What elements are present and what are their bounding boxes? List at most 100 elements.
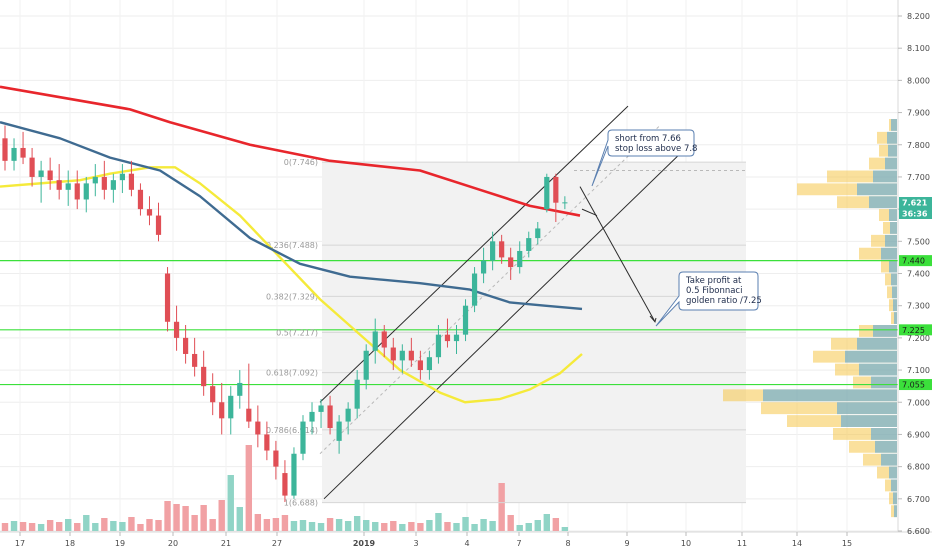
volume-bar bbox=[200, 505, 207, 531]
volume-profile-bar bbox=[889, 260, 897, 273]
volume-bar bbox=[462, 517, 469, 531]
candle-body bbox=[517, 250, 523, 268]
time-axis[interactable]: 17 18 19 20 21 27 2019 3 4 7 8 9 10 11 14 15 bbox=[15, 532, 852, 548]
candle-body bbox=[300, 421, 306, 454]
volume-profile-bar bbox=[894, 505, 897, 518]
price-tick-label: 7.700 bbox=[907, 173, 930, 182]
candle-body bbox=[381, 331, 387, 348]
candle-body bbox=[480, 260, 487, 274]
volume-bar bbox=[381, 523, 388, 531]
candle-body bbox=[146, 209, 153, 216]
candle-body bbox=[363, 350, 369, 380]
candle-body bbox=[29, 157, 35, 177]
volume-profile-bar bbox=[837, 196, 897, 209]
time-tick-label: 17 bbox=[15, 539, 25, 548]
horizontal-levels[interactable]: 7.440 7.225 7.055 bbox=[0, 255, 932, 391]
volume-bar bbox=[426, 520, 433, 531]
price-tick-label: 8.100 bbox=[907, 44, 930, 53]
candle-body bbox=[119, 173, 125, 181]
candle-body bbox=[173, 321, 180, 338]
volume-profile-bar bbox=[871, 376, 897, 389]
volume-bar bbox=[74, 523, 81, 531]
candle-body bbox=[83, 183, 89, 200]
volume-profile-bar bbox=[877, 466, 897, 479]
level-price-label: 7.055 bbox=[902, 381, 925, 390]
candle-body bbox=[11, 147, 17, 161]
moving-averages bbox=[0, 85, 583, 404]
annotation-line-2: stop loss above 7.8 bbox=[615, 144, 697, 154]
volume-bar bbox=[191, 515, 198, 531]
candle-body bbox=[372, 331, 378, 351]
fib-level-label: 0(7.746) bbox=[284, 158, 318, 167]
volume-profile-bar bbox=[869, 157, 897, 170]
level-price-label: 7.440 bbox=[902, 257, 925, 266]
volume-bar bbox=[110, 521, 117, 531]
candle-body bbox=[237, 382, 243, 396]
candle-body bbox=[110, 180, 116, 190]
candle-body bbox=[201, 366, 207, 387]
candle-body bbox=[435, 334, 442, 358]
volume-bar bbox=[534, 520, 541, 531]
volume-bar bbox=[498, 483, 505, 531]
volume-bar bbox=[417, 523, 424, 531]
candle-body bbox=[264, 434, 270, 451]
candle-body bbox=[183, 337, 189, 354]
last-price-badge-background bbox=[899, 197, 932, 208]
volume-profile-bar bbox=[892, 286, 897, 299]
candle-body bbox=[471, 273, 478, 306]
annotation-line-1: Take profit at bbox=[685, 276, 742, 286]
price-tick-label: 6.700 bbox=[907, 495, 930, 504]
price-tick-label: 6.900 bbox=[907, 430, 930, 439]
take-profit-annotation[interactable]: Take profit at 0.5 Fibonnaci golden rati… bbox=[655, 271, 762, 327]
candle-body bbox=[544, 176, 550, 210]
candle-body bbox=[65, 183, 71, 190]
price-tick-label: 7.400 bbox=[907, 270, 930, 279]
candle-body bbox=[20, 147, 26, 158]
volume-bar bbox=[317, 523, 325, 531]
candle-body bbox=[444, 334, 451, 342]
volume-bar bbox=[263, 519, 271, 531]
volume-bar bbox=[480, 519, 487, 531]
volume-profile-bar bbox=[879, 209, 897, 221]
volume-bar bbox=[46, 520, 54, 531]
trend-channel[interactable] bbox=[319, 105, 746, 500]
candle-body bbox=[562, 202, 568, 204]
volume-bar bbox=[209, 519, 216, 531]
price-tick-label: 7.000 bbox=[907, 398, 930, 407]
volume-bar bbox=[525, 523, 532, 531]
volume-bar bbox=[507, 515, 514, 531]
volume-profile-bar bbox=[875, 440, 897, 453]
candle-body bbox=[327, 405, 333, 428]
countdown-badge-background bbox=[899, 208, 932, 219]
volume-profile-bar bbox=[833, 428, 897, 440]
fibonacci-levels[interactable]: 0(7.746) 0.236(7.488) 0.382(7.329) 0.5(7.21… bbox=[266, 158, 746, 508]
candle-body bbox=[246, 408, 252, 422]
volume-bar bbox=[182, 506, 189, 531]
time-tick-label: 2019 bbox=[353, 539, 376, 548]
price-tick-label: 8.200 bbox=[907, 12, 930, 21]
volume-bars bbox=[1, 445, 569, 531]
fib-level-label: 0.618(7.092) bbox=[266, 369, 318, 378]
projection-arrows[interactable] bbox=[579, 186, 657, 323]
candle-body bbox=[309, 411, 315, 422]
candle-body bbox=[318, 405, 324, 412]
volume-bar bbox=[489, 521, 496, 531]
candle-body bbox=[219, 402, 225, 419]
volume-bar bbox=[408, 522, 415, 531]
annotation-line-3: golden ratio /7.25 bbox=[686, 296, 762, 306]
volume-profile-bar bbox=[797, 183, 897, 196]
volume-profile-bar bbox=[857, 183, 897, 196]
volume-profile-bar bbox=[894, 312, 897, 324]
projection-arrow-line bbox=[579, 186, 656, 323]
time-tick-label: 11 bbox=[737, 539, 747, 548]
volume-profile-bar bbox=[857, 337, 897, 350]
short-annotation[interactable]: short from 7.66 stop loss above 7.8 bbox=[591, 129, 697, 187]
volume-profile-bar bbox=[845, 350, 897, 363]
volume-bar bbox=[390, 521, 397, 531]
price-tick-label: 6.600 bbox=[907, 527, 930, 536]
volume-bar bbox=[372, 522, 379, 531]
volume-bar bbox=[227, 475, 234, 531]
volume-bar bbox=[290, 521, 298, 531]
